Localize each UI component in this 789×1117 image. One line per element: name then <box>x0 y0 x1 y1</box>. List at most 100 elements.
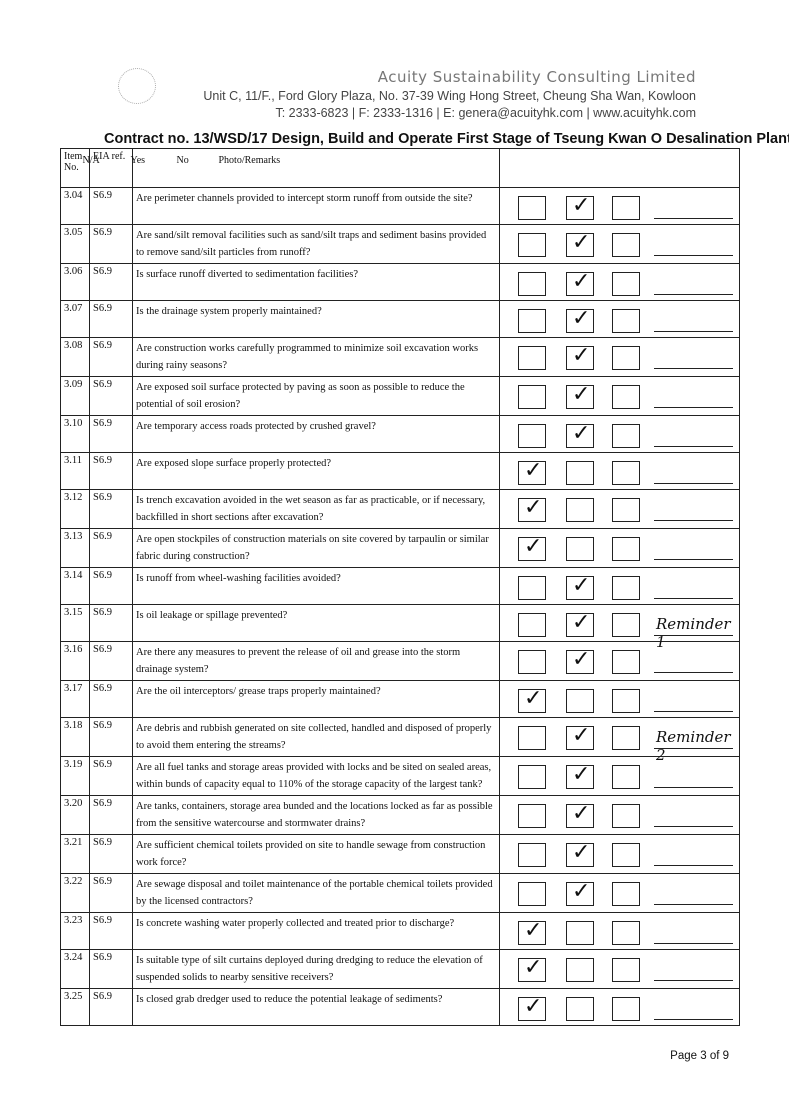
checkbox-no[interactable] <box>612 958 640 982</box>
check-icon: ✓ <box>572 421 591 446</box>
checkbox-na[interactable] <box>518 309 546 333</box>
checkbox-yes[interactable]: ✓ <box>566 421 594 448</box>
remark-text: Reminder 2 <box>656 728 731 764</box>
checkbox-yes[interactable]: ✓ <box>566 840 594 867</box>
checkbox-na[interactable]: ✓ <box>518 918 546 945</box>
checkbox-yes[interactable]: ✓ <box>566 723 594 750</box>
checkbox-no[interactable] <box>612 765 640 789</box>
checkbox-yes[interactable] <box>566 997 594 1021</box>
eia-ref: S6.9 <box>89 300 133 338</box>
checkbox-yes[interactable]: ✓ <box>566 879 594 906</box>
checkbox-na[interactable] <box>518 385 546 409</box>
check-icon: ✓ <box>572 647 591 672</box>
table-row: 3.05 S6.9 Are sand/silt removal faciliti… <box>60 224 740 264</box>
checkbox-no[interactable] <box>612 843 640 867</box>
checkbox-na[interactable] <box>518 804 546 828</box>
checkbox-no[interactable] <box>612 424 640 448</box>
checkbox-no[interactable] <box>612 196 640 220</box>
check-icon: ✓ <box>524 994 543 1019</box>
checkbox-na[interactable] <box>518 843 546 867</box>
eia-ref: S6.9 <box>89 641 133 681</box>
checkbox-yes[interactable]: ✓ <box>566 230 594 257</box>
eia-ref: S6.9 <box>89 988 133 1026</box>
checkbox-na[interactable] <box>518 272 546 296</box>
checkbox-yes[interactable]: ✓ <box>566 647 594 674</box>
question: Are open stockpiles of construction mate… <box>132 528 500 568</box>
answer-cell: ✓ <box>499 795 740 835</box>
checkbox-no[interactable] <box>612 309 640 333</box>
company-address: Unit C, 11/F., Ford Glory Plaza, No. 37-… <box>203 89 696 103</box>
checkbox-na[interactable] <box>518 233 546 257</box>
checkbox-no[interactable] <box>612 576 640 600</box>
checkbox-no[interactable] <box>612 882 640 906</box>
checkbox-na[interactable] <box>518 196 546 220</box>
eia-ref: S6.9 <box>89 912 133 950</box>
checkbox-no[interactable] <box>612 650 640 674</box>
checkbox-na[interactable]: ✓ <box>518 495 546 522</box>
checkbox-na[interactable]: ✓ <box>518 458 546 485</box>
eia-ref: S6.9 <box>89 949 133 989</box>
checkbox-no[interactable] <box>612 726 640 750</box>
table-row: 3.09 S6.9 Are exposed soil surface prote… <box>60 376 740 416</box>
checkbox-no[interactable] <box>612 233 640 257</box>
col-remarks: Photo/Remarks <box>218 154 281 166</box>
checkbox-na[interactable] <box>518 882 546 906</box>
table-row: 3.07 S6.9 Is the drainage system properl… <box>60 300 740 338</box>
checkbox-yes[interactable] <box>566 498 594 522</box>
check-icon: ✓ <box>524 458 543 483</box>
checkbox-yes[interactable]: ✓ <box>566 343 594 370</box>
checkbox-na[interactable] <box>518 346 546 370</box>
checkbox-no[interactable] <box>612 498 640 522</box>
checkbox-no[interactable] <box>612 461 640 485</box>
checkbox-no[interactable] <box>612 997 640 1021</box>
question: Is surface runoff diverted to sedimentat… <box>132 263 500 301</box>
checkbox-no[interactable] <box>612 613 640 637</box>
checkbox-yes[interactable]: ✓ <box>566 382 594 409</box>
col-yes: Yes <box>130 154 146 166</box>
checkbox-yes[interactable]: ✓ <box>566 610 594 637</box>
eia-ref: S6.9 <box>89 834 133 874</box>
checkbox-na[interactable] <box>518 726 546 750</box>
checkbox-yes[interactable] <box>566 921 594 945</box>
item-number: 3.10 <box>60 415 90 453</box>
checkbox-na[interactable]: ✓ <box>518 955 546 982</box>
check-icon: ✓ <box>572 382 591 407</box>
checkbox-yes[interactable]: ✓ <box>566 306 594 333</box>
checkbox-yes[interactable] <box>566 958 594 982</box>
item-number: 3.07 <box>60 300 90 338</box>
checkbox-no[interactable] <box>612 272 640 296</box>
checkbox-na[interactable] <box>518 613 546 637</box>
answer-cell: ✓ <box>499 415 740 453</box>
checkbox-na[interactable] <box>518 424 546 448</box>
item-number: 3.05 <box>60 224 90 264</box>
checkbox-yes[interactable]: ✓ <box>566 801 594 828</box>
checkbox-no[interactable] <box>612 689 640 713</box>
checkbox-na[interactable] <box>518 576 546 600</box>
eia-ref: S6.9 <box>89 376 133 416</box>
checkbox-yes[interactable] <box>566 461 594 485</box>
answer-cell: ✓ <box>499 873 740 913</box>
question: Are construction works carefully program… <box>132 337 500 377</box>
answer-cell: ✓ <box>499 912 740 950</box>
checkbox-na[interactable]: ✓ <box>518 534 546 561</box>
checkbox-no[interactable] <box>612 804 640 828</box>
checkbox-yes[interactable]: ✓ <box>566 762 594 789</box>
checkbox-no[interactable] <box>612 385 640 409</box>
checkbox-na[interactable] <box>518 650 546 674</box>
checkbox-na[interactable]: ✓ <box>518 994 546 1021</box>
checkbox-na[interactable]: ✓ <box>518 686 546 713</box>
question: Are tanks, containers, storage area bund… <box>132 795 500 835</box>
checkbox-yes[interactable]: ✓ <box>566 269 594 296</box>
checkbox-no[interactable] <box>612 537 640 561</box>
checkbox-yes[interactable] <box>566 689 594 713</box>
checkbox-yes[interactable]: ✓ <box>566 193 594 220</box>
checkbox-no[interactable] <box>612 921 640 945</box>
table-row: 3.18 S6.9 Are debris and rubbish generat… <box>60 717 740 764</box>
checkbox-na[interactable] <box>518 765 546 789</box>
checkbox-no[interactable] <box>612 346 640 370</box>
eia-ref: S6.9 <box>89 604 133 642</box>
checkbox-yes[interactable] <box>566 537 594 561</box>
checkbox-yes[interactable]: ✓ <box>566 573 594 600</box>
question: Is closed grab dredger used to reduce th… <box>132 988 500 1026</box>
col-no: No <box>176 154 189 166</box>
